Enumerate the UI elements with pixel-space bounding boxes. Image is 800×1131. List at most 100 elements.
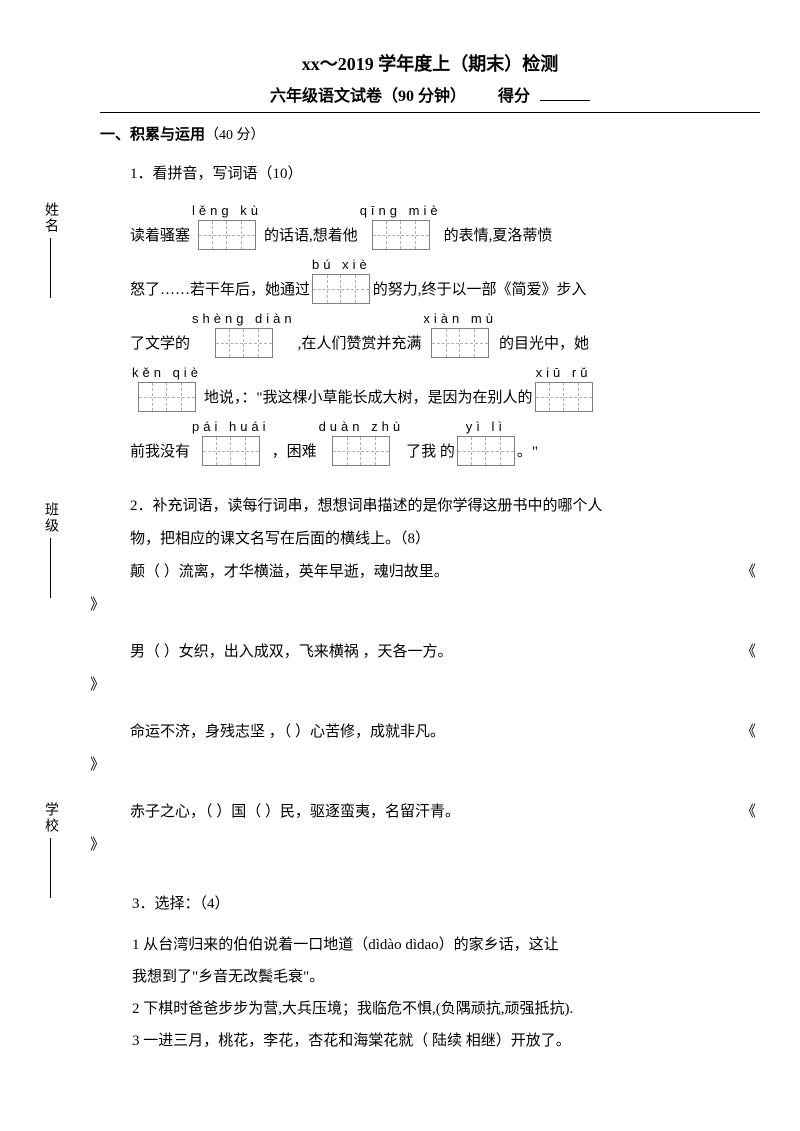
q2-bracket-close: 》 <box>90 589 760 622</box>
char-cell <box>167 383 195 411</box>
subtitle-score-label: 得分 <box>498 88 530 105</box>
q3-body: 3．选择：（4） 1 从台湾归来的伯伯说着一口地道（dìdào dìdao）的家… <box>130 886 760 1056</box>
q2-bracket-open: 《 <box>741 556 760 589</box>
pinyin-label: duàn zhù <box>319 419 405 435</box>
q2-title-line2: 物，把相应的课文名写在后面的横线上。（8） <box>130 523 760 556</box>
q2-text: 命运不济，身残志坚 ，（ ）心苦修，成就非凡。 <box>130 716 445 749</box>
q3-title: 3．选择：（4） <box>132 886 760 922</box>
q1-text: 了我 的 <box>406 440 455 466</box>
q3-lines: 1 从台湾归来的伯伯说着一口地道（dìdào dìdao）的家乡话，这让我想到了… <box>132 930 760 1056</box>
char-grid <box>372 220 430 250</box>
q2-line: 赤子之心，（ ）国（ ）民，驱逐蛮夷，名留汗青。 《 <box>130 796 760 829</box>
q3-line: 3 一进三月，桃花，李花，杏花和海棠花就（ 陆续 相继）开放了。 <box>132 1026 760 1056</box>
char-cell <box>460 329 488 357</box>
pinyin-box: pái huái <box>192 419 270 466</box>
char-cell <box>361 437 389 465</box>
q2-line: 命运不济，身残志坚 ，（ ）心苦修，成就非凡。《 <box>130 716 760 749</box>
pinyin-label: yì lì <box>466 419 506 435</box>
char-cell <box>401 221 429 249</box>
char-cell <box>199 221 227 249</box>
q1-text: 的话语,想着他 <box>264 224 358 250</box>
q2-body: 2．补充词语，读每行词串，想想词串描述的是你学得这册书中的哪个人 物，把相应的课… <box>130 490 760 862</box>
q1-text: 怒了……若干年后，她通过 <box>130 278 310 304</box>
q1-container: 读着骚塞lěnɡ kù的话语,想着他qīnɡ miè的表情,夏洛蒂愤怒了……若干… <box>130 200 760 466</box>
sidebar-line <box>50 838 51 898</box>
main-content: xx～2019 学年度上（期末）检测 六年级语文试卷（90 分钟） 得分 一、积… <box>100 50 760 1058</box>
char-grid <box>312 274 370 304</box>
pinyin-label: bú xiè <box>312 257 371 273</box>
char-grid <box>198 220 256 250</box>
page-subtitle: 六年级语文试卷（90 分钟） 得分 <box>100 82 760 106</box>
pinyin-box: bú xiè <box>312 257 371 304</box>
pinyin-box: duàn zhù <box>319 419 405 466</box>
char-cell <box>341 275 369 303</box>
char-cell <box>313 275 341 303</box>
q2-line: 男（ ）女织，出入成双，飞来横祸 ，天各一方。《 <box>130 636 760 669</box>
pinyin-box: qīnɡ miè <box>360 203 442 250</box>
section-1-label: 一、积累与运用 <box>100 127 205 143</box>
q2-bracket-open: 《 <box>741 796 760 829</box>
q1-text: 的努力,终于以一部《简爱》步入 <box>373 278 587 304</box>
q1-row: 了文学的shènɡ diàn,在人们赞赏并充满xiàn mù的目光中，她 <box>130 308 760 358</box>
char-cell <box>231 437 259 465</box>
subtitle-left: 六年级语文试卷（90 分钟） <box>270 88 466 105</box>
sidebar-name: 姓名 <box>30 202 70 298</box>
section-1-header: 一、积累与运用（40 分） <box>100 123 760 144</box>
char-cell <box>216 329 244 357</box>
q1-text: 的表情,夏洛蒂愤 <box>444 224 553 250</box>
q1-text: 。" <box>517 440 538 466</box>
pinyin-label: xiàn mù <box>423 311 497 327</box>
sidebar: 姓名 班级 学校 <box>30 100 70 1000</box>
q1-row: 前我没有pái huái，困难duàn zhù了我 的yì lì。" <box>130 416 760 466</box>
char-grid <box>332 436 390 466</box>
q3-line: 2 下棋时爸爸步步为营,大兵压境；我临危不惧,(负隅顽抗,顽强抵抗). <box>132 994 760 1024</box>
q2-text: 男（ ）女织，出入成双，飞来横祸 ，天各一方。 <box>130 636 453 669</box>
sidebar-label-class: 班级 <box>40 502 60 534</box>
sidebar-line <box>50 238 51 298</box>
pinyin-label: pái huái <box>192 419 270 435</box>
pinyin-box: shènɡ diàn <box>192 311 296 358</box>
q3-line: 我想到了"乡音无改鬓毛衰"。 <box>132 962 760 992</box>
q1-text: 了文学的 <box>130 332 190 358</box>
char-grid <box>138 382 196 412</box>
char-grid <box>535 382 593 412</box>
q2-line: 颠（ ）流离，才华横溢，英年早逝，魂归故里。 《 <box>130 556 760 589</box>
pinyin-box: kěn qiè <box>132 365 202 412</box>
char-cell <box>458 437 486 465</box>
pinyin-box: yì lì <box>457 419 515 466</box>
char-cell <box>227 221 255 249</box>
q1-text: 前我没有 <box>130 440 190 466</box>
char-cell <box>486 437 514 465</box>
pinyin-label: lěnɡ kù <box>192 203 262 219</box>
sidebar-label-name: 姓名 <box>40 202 60 234</box>
q2-text: 赤子之心，（ ）国（ ）民，驱逐蛮夷，名留汗青。 <box>130 796 460 829</box>
header-divider <box>100 112 760 113</box>
pinyin-label: kěn qiè <box>132 365 202 381</box>
pinyin-label: xiū rǔ <box>536 365 592 381</box>
char-cell <box>139 383 167 411</box>
q1-row: 读着骚塞lěnɡ kù的话语,想着他qīnɡ miè的表情,夏洛蒂愤 <box>130 200 760 250</box>
char-cell <box>203 437 231 465</box>
char-grid <box>215 328 273 358</box>
char-grid <box>457 436 515 466</box>
q1-text: 读着骚塞 <box>130 224 190 250</box>
score-blank <box>540 100 590 101</box>
q2-text: 颠（ ）流离，才华横溢，英年早逝，魂归故里。 <box>130 556 449 589</box>
pinyin-box: xiū rǔ <box>535 365 593 412</box>
sidebar-class: 班级 <box>30 502 70 598</box>
sidebar-label-school: 学校 <box>40 802 60 834</box>
char-cell <box>536 383 564 411</box>
page-title: xx～2019 学年度上（期末）检测 <box>100 50 760 76</box>
pinyin-label: qīnɡ miè <box>360 203 442 219</box>
char-grid <box>202 436 260 466</box>
q1-row: kěn qiè地说，："我这棵小草能长成大树，是因为在别人的xiū rǔ <box>130 362 760 412</box>
char-cell <box>564 383 592 411</box>
sidebar-school: 学校 <box>30 802 70 898</box>
q2-bracket-close: 》 <box>90 669 760 702</box>
q1-row: 怒了……若干年后，她通过bú xiè的努力,终于以一部《简爱》步入 <box>130 254 760 304</box>
q2-title-line1: 2．补充词语，读每行词串，想想词串描述的是你学得这册书中的哪个人 <box>130 490 760 523</box>
char-cell <box>244 329 272 357</box>
char-grid <box>431 328 489 358</box>
q1-title: 1．看拼音，写词语（10） <box>130 156 760 192</box>
char-cell <box>432 329 460 357</box>
